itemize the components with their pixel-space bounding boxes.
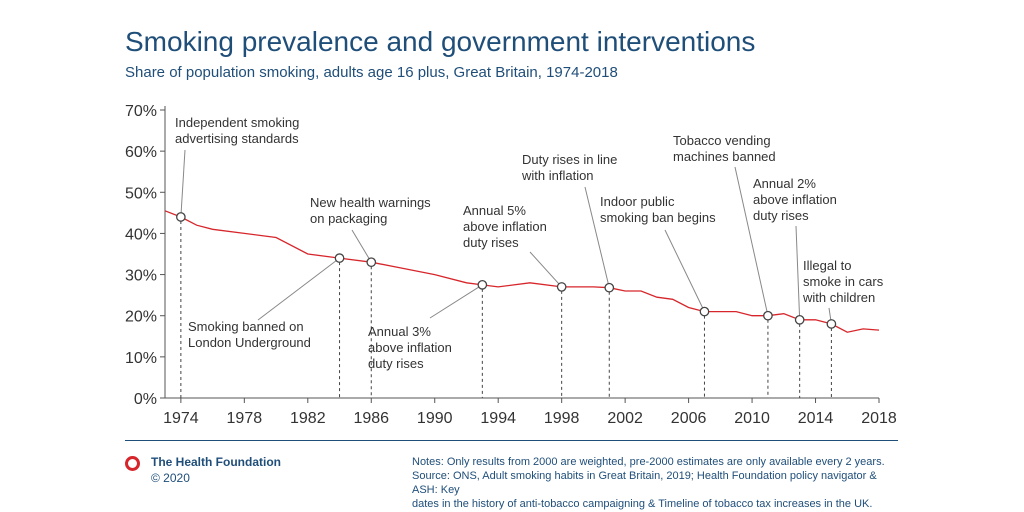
annotation-label-line: above inflation [368, 340, 452, 355]
x-tick-label: 2002 [607, 410, 643, 427]
y-tick-label: 20% [125, 309, 157, 326]
x-tick-label: 2010 [734, 410, 770, 427]
annotation-label-line: smoking ban begins [600, 210, 716, 225]
annotation-label-line: on packaging [310, 211, 387, 226]
x-tick-label: 1978 [227, 410, 263, 427]
annotation-label-line: with children [802, 290, 875, 305]
annotation-leader-line [429, 284, 483, 319]
annotation-leader-line [584, 186, 610, 288]
annotation-label-line: above inflation [753, 192, 837, 207]
annotation-point [699, 306, 710, 317]
annotation-point [334, 253, 345, 263]
annotation-label-line: Tobacco vending [673, 133, 771, 148]
health-foundation-logo-icon [125, 456, 140, 471]
annotation-label: New health warnings on packaging [310, 195, 431, 226]
x-tick-label: 2018 [861, 410, 897, 427]
annotation-label: Illegal to smoke in cars with children [802, 258, 884, 305]
annotation-label-line: Annual 2% [753, 176, 816, 191]
chart-subtitle: Share of population smoking, adults age … [125, 64, 618, 81]
annotation-label: Indoor public smoking ban begins [600, 194, 716, 225]
annotation-label-line: duty rises [753, 208, 809, 223]
annotation-leader-line [795, 225, 801, 320]
annotation-point [556, 282, 567, 292]
x-tick-label: 1998 [544, 410, 580, 427]
annotation-label-line: duty rises [368, 356, 424, 371]
y-tick-label: 50% [125, 185, 157, 202]
annotation-label: Duty rises in line with inflation [521, 152, 617, 183]
annotation-label-line: Indoor public [600, 194, 675, 209]
notes-line: Notes: Only results from 2000 are weight… [412, 456, 885, 468]
annotation-label-line: duty rises [463, 235, 519, 250]
annotation-label: Annual 5% above inflation duty rises [463, 203, 547, 250]
x-tick-label: 1986 [353, 410, 389, 427]
annotation-label: Tobacco vending machines banned [673, 133, 776, 164]
annotation-leader-line [257, 257, 340, 321]
y-tick-label: 10% [125, 350, 157, 367]
y-tick-label: 40% [125, 226, 157, 243]
annotation-label-line: Smoking banned on [188, 319, 304, 334]
annotation-leader-line [529, 251, 563, 288]
annotation-label: Annual 2% above inflation duty rises [753, 176, 837, 223]
annotation-label-line: Illegal to [803, 258, 851, 273]
source-line: Source: ONS, Adult smoking habits in Gre… [412, 470, 877, 496]
annotation-label: Smoking banned on London Underground [188, 319, 311, 350]
chart-title: Smoking prevalence and government interv… [125, 26, 756, 57]
footer-divider [125, 440, 898, 441]
smoking-prevalence-chart: 0% 10% 20% 30% 40% 50% 60% 70% 1974 1978 1982 1986 1… [125, 103, 897, 427]
brand-name: The Health Foundation [151, 455, 281, 469]
annotation-label-line: Annual 3% [368, 324, 431, 339]
annotation-leader-line [734, 166, 769, 316]
annotation-label: Annual 3% above inflation duty rises [368, 324, 452, 371]
annotation-leader-line [180, 149, 186, 218]
annotation-point [794, 314, 805, 325]
annotation-label-line: above inflation [463, 219, 547, 234]
annotation-point [477, 280, 488, 290]
annotation-label: Independent smoking advertising standards [175, 115, 299, 146]
y-tick-label: 70% [125, 103, 157, 120]
annotation-point [763, 310, 773, 321]
annotation-leader-line [351, 229, 372, 263]
x-tick-label: 1994 [480, 410, 516, 427]
copyright: © 2020 [151, 471, 190, 485]
y-tick-label: 30% [125, 268, 157, 285]
source-line: dates in the history of anti-tobacco cam… [412, 498, 873, 510]
x-tick-label: 1974 [163, 410, 199, 427]
annotation-leader-line [664, 229, 705, 312]
annotation-label-line: machines banned [673, 149, 776, 164]
annotation-label-line: Annual 5% [463, 203, 526, 218]
notes-source: Notes: Only results from 2000 are weight… [412, 455, 902, 511]
annotation-point [604, 282, 615, 293]
annotation-point [366, 257, 377, 268]
annotation-label-line: London Underground [188, 335, 311, 350]
annotation-label-line: with inflation [521, 168, 594, 183]
x-tick-label: 1982 [290, 410, 326, 427]
annotation-point [826, 319, 837, 329]
annotation-label-line: Independent smoking [175, 115, 299, 130]
y-tick-label: 0% [134, 391, 157, 408]
x-tick-label: 2006 [671, 410, 707, 427]
annotation-label-line: advertising standards [175, 131, 299, 146]
annotation-point [176, 212, 186, 222]
annotation-label-line: New health warnings [310, 195, 431, 210]
annotation-label-line: smoke in cars [803, 274, 884, 289]
y-tick-label: 60% [125, 144, 157, 161]
annotation-label-line: Duty rises in line [522, 152, 617, 167]
x-tick-label: 1990 [417, 410, 453, 427]
x-tick-label: 2014 [798, 410, 834, 427]
